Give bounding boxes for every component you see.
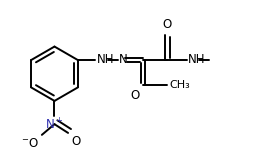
Text: NH: NH (188, 53, 205, 66)
Text: $\mathregular{N^+}$: $\mathregular{N^+}$ (45, 117, 64, 133)
Text: NH: NH (96, 53, 114, 66)
Text: O: O (131, 89, 140, 102)
Text: CH₃: CH₃ (169, 80, 190, 90)
Text: N: N (119, 53, 128, 66)
Text: $\mathregular{^{-}O}$: $\mathregular{^{-}O}$ (21, 137, 39, 150)
Text: O: O (71, 135, 80, 148)
Text: O: O (163, 18, 172, 31)
